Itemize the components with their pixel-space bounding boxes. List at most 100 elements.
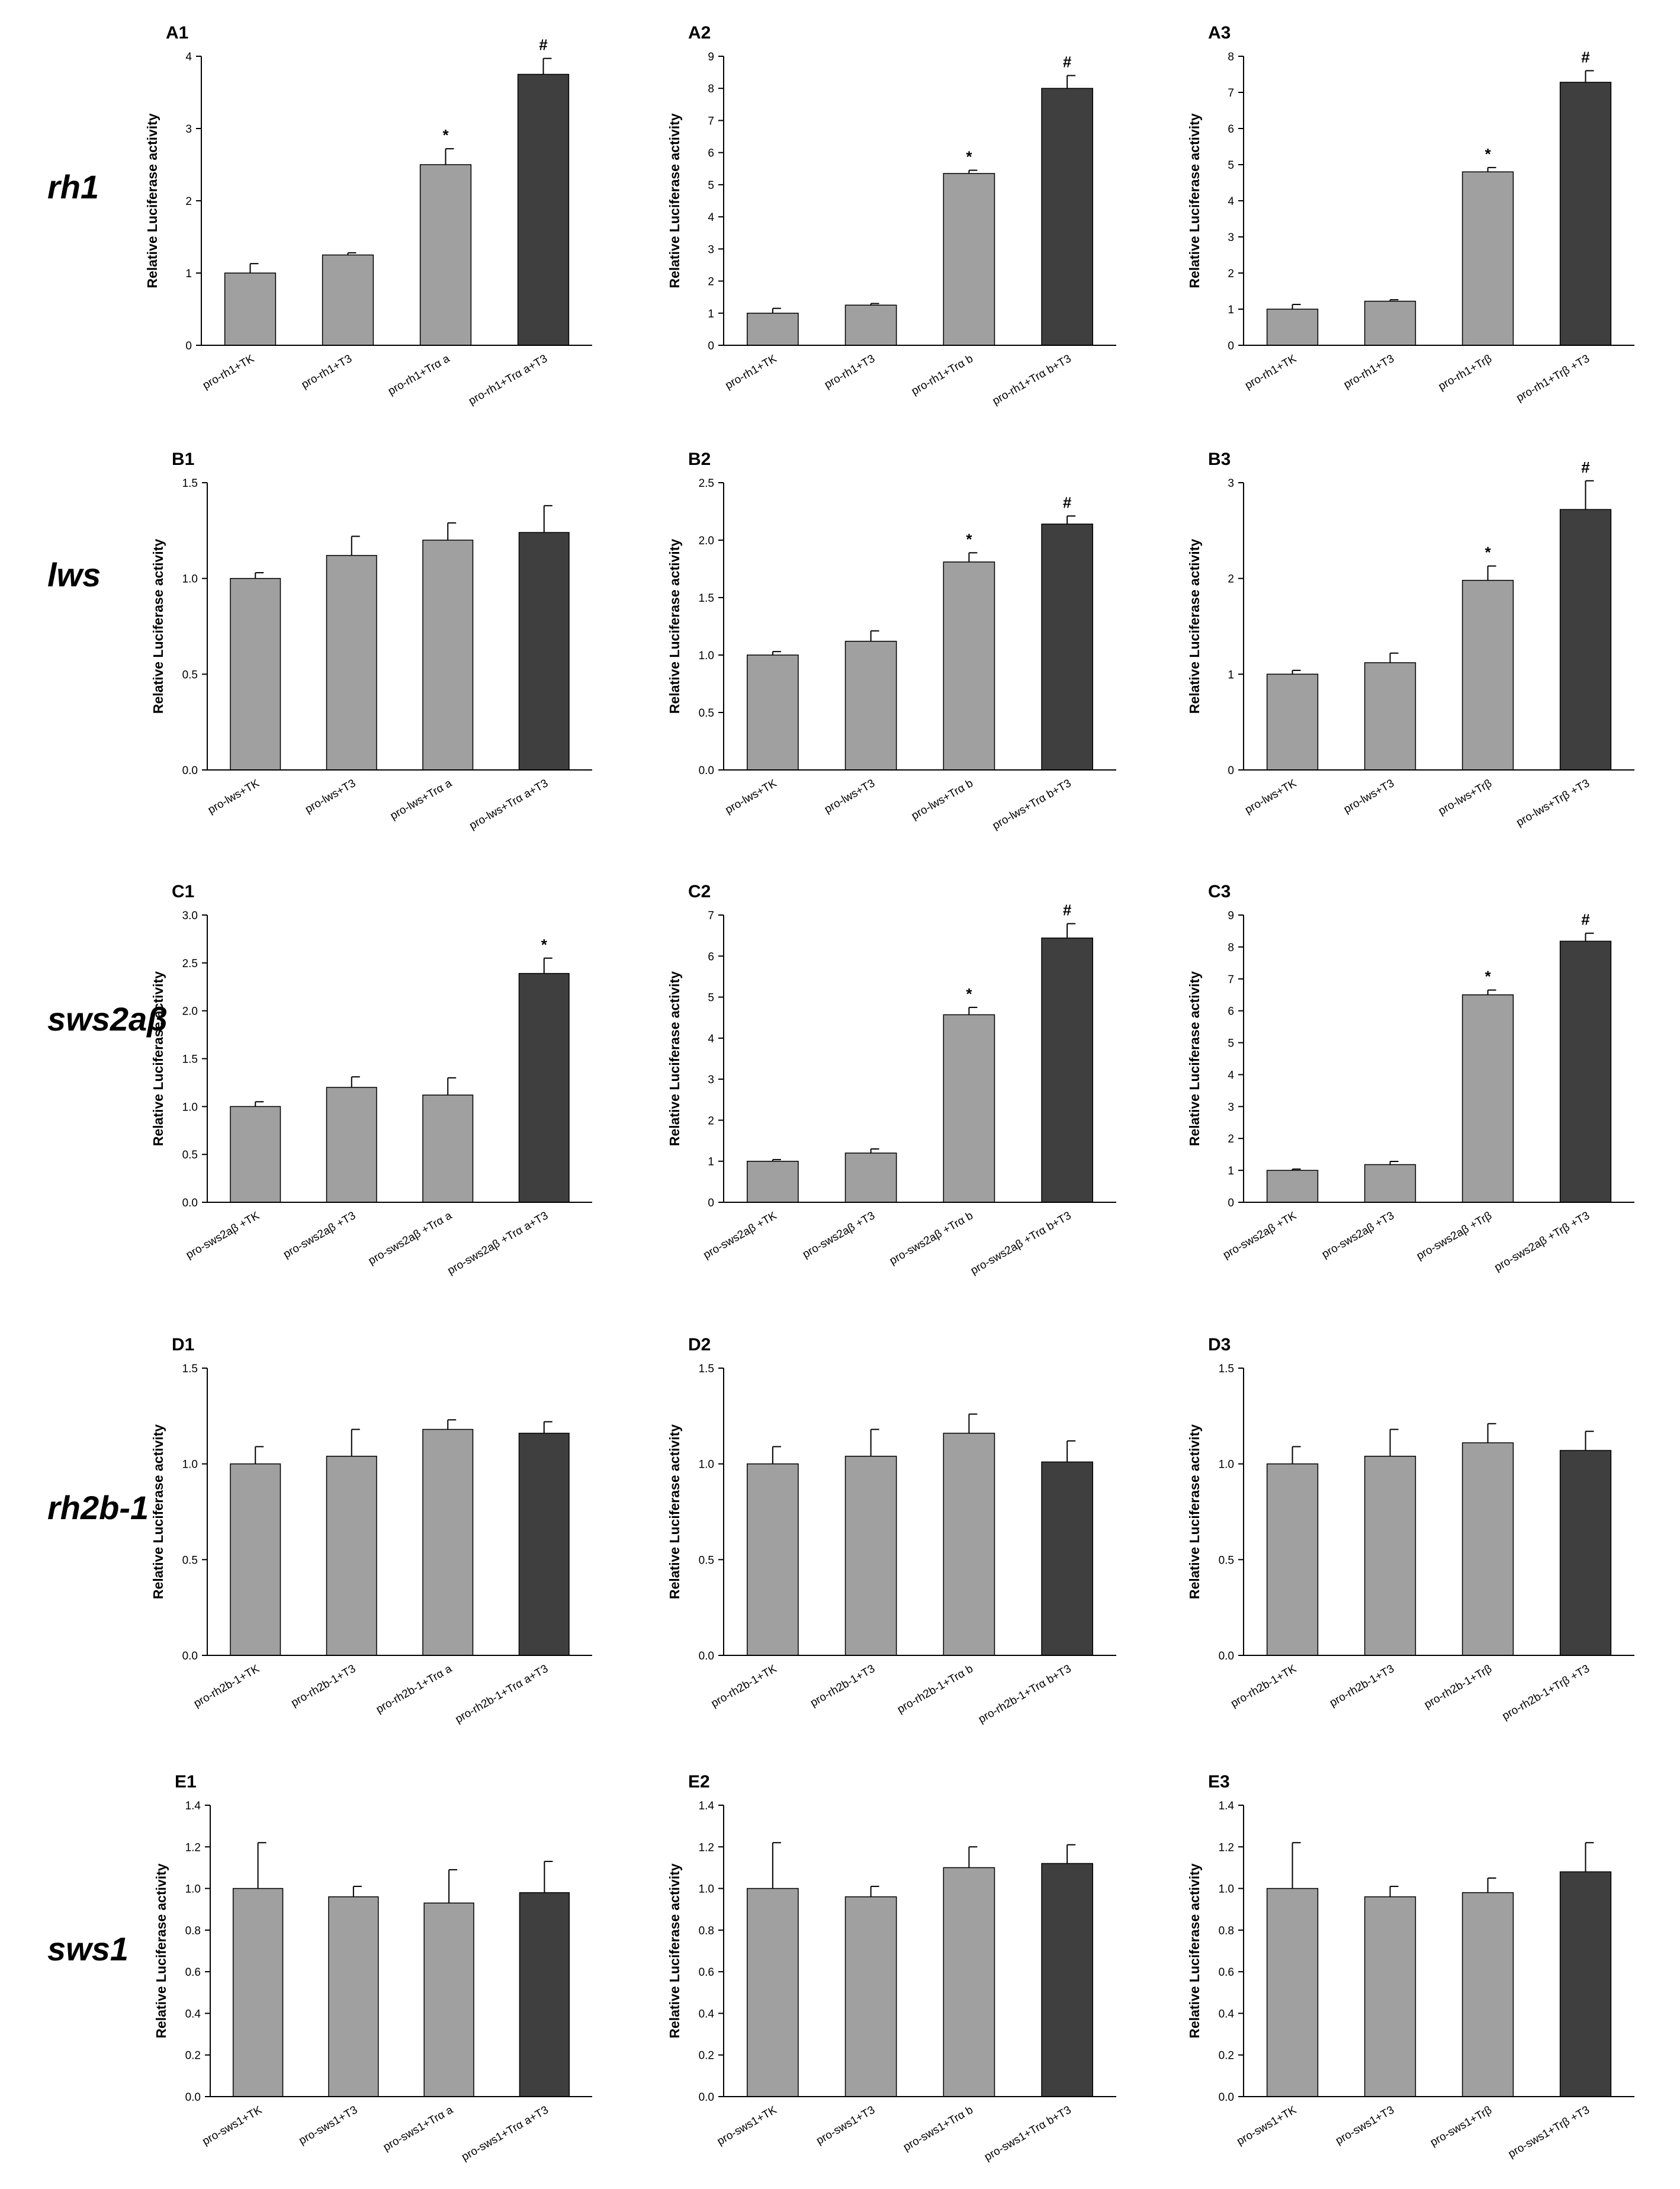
y-tick-label-c2-1: 1 [708,1156,714,1169]
category-label-a2-2: pro-rh1+T3 [823,352,877,391]
category-label-e2-3: pro-sws1+Trα b [901,2104,975,2153]
bar-e2-2 [844,1896,897,2097]
y-tick-label-a3-6: 6 [1228,123,1234,136]
y-tick-label-a2-7: 7 [708,115,714,127]
category-label-a3-3: pro-rh1+Trβ [1436,352,1494,393]
row-label-rh1: rh1 [47,168,99,206]
category-label-c3-1: pro-sws2aβ +TK [1221,1209,1299,1262]
y-tick-label-c2-2: 2 [708,1115,714,1127]
bar-a1-1 [224,272,277,346]
y-axis-label-b2: Relative Luciferase activity [667,539,682,714]
category-label-d2-4: pro-rh2b-1+Trα b+T3 [976,1662,1074,1726]
bar-b2-4 [1041,524,1093,771]
panel-label-a1: A1 [166,23,188,43]
y-tick-label-a3-2: 2 [1228,268,1234,280]
y-tick-label-c2-5: 5 [708,992,714,1004]
y-tick-label-e2-7: 1.4 [699,1800,715,1812]
y-tick-label-c1-4: 2.0 [182,1006,198,1018]
significance-marker-c1-4: * [541,936,548,954]
y-tick-label-c3-1: 1 [1228,1165,1234,1177]
y-tick-label-c3-7: 7 [1228,974,1234,986]
category-label-b1-2: pro-lws+T3 [303,777,358,816]
category-label-e1-2: pro-sws1+T3 [297,2104,359,2147]
category-label-a3-1: pro-rh1+TK [1243,352,1299,392]
y-axis-label-c2: Relative Luciferase activity [667,971,682,1147]
y-axis-label-a1: Relative Luciferase activity [144,113,160,288]
y-tick-label-d2-0: 0.0 [699,1650,714,1662]
y-tick-label-c1-5: 2.5 [182,958,198,970]
y-tick-label-e1-7: 1.4 [185,1800,201,1812]
chart-a3: A3 Relative Luciferase activity pro-rh1+TK… [1187,23,1634,405]
y-tick-label-e3-5: 1.0 [1219,1883,1234,1896]
bar-a3-3 [1461,171,1514,346]
bar-c3-2 [1364,1164,1416,1203]
y-tick-label-c1-0: 0.0 [182,1197,198,1209]
y-tick-label-c2-3: 3 [708,1074,714,1086]
panel-label-e2: E2 [688,1772,710,1792]
y-tick-label-d1-3: 1.5 [182,1363,198,1375]
category-label-b2-3: pro-lws+Trα b [910,777,975,822]
bar-b1-4 [518,532,570,771]
bar-c1-1 [230,1106,281,1203]
category-label-b2-4: pro-lws+Trα b+T3 [991,777,1074,832]
bar-c2-4 [1041,938,1093,1203]
y-tick-label-b3-0: 0 [1228,765,1234,777]
y-axis-label-d3: Relative Luciferase activity [1187,1424,1202,1600]
y-tick-label-a1-0: 0 [185,340,192,352]
y-tick-label-e3-4: 0.8 [1219,1925,1234,1937]
chart-e2: E2 Relative Luciferase activity pro-sws1+T… [667,1772,1116,2164]
bar-b1-2 [326,555,377,771]
y-tick-label-c1-6: 3.0 [182,910,198,922]
category-label-c2-4: pro-sws2aβ +Trα b+T3 [969,1209,1074,1277]
category-label-c1-3: pro-sws2aβ +Trα a [367,1209,455,1267]
bar-e1-4 [519,1892,570,2097]
y-tick-label-d1-1: 0.5 [182,1554,198,1567]
y-tick-label-e1-4: 0.8 [185,1925,201,1937]
bar-b1-3 [422,540,474,771]
y-tick-label-e1-6: 1.2 [185,1841,201,1854]
y-axis-label-b3: Relative Luciferase activity [1187,539,1202,714]
y-tick-label-d2-3: 1.5 [699,1363,714,1375]
bar-a2-4 [1041,88,1093,346]
bar-a1-2 [322,254,374,346]
category-label-a2-4: pro-rh1+Trα b+T3 [991,352,1074,407]
category-label-a3-2: pro-rh1+T3 [1342,352,1396,391]
chart-e3: E3 Relative Luciferase activity pro-sws1+T… [1187,1772,1634,2161]
bar-c1-3 [422,1094,474,1203]
row-label-rh2b-1: rh2b-1 [47,1489,149,1526]
category-label-e3-2: pro-sws1+T3 [1334,2104,1396,2147]
y-tick-label-e3-3: 0.6 [1219,1966,1234,1979]
y-tick-label-e3-2: 0.4 [1219,2008,1235,2020]
bar-d2-4 [1041,1461,1093,1656]
bar-e1-3 [423,1902,474,2097]
y-tick-label-d3-1: 0.5 [1219,1554,1234,1567]
y-axis-label-d1: Relative Luciferase activity [150,1424,166,1600]
chart-d1: D1 Relative Luciferase activity pro-rh2b-1… [150,1335,592,1726]
y-tick-label-e2-1: 0.2 [699,2050,714,2062]
bar-c3-1 [1266,1170,1319,1203]
y-tick-label-b3-3: 3 [1228,477,1234,490]
y-axis-label-a3: Relative Luciferase activity [1187,113,1202,288]
category-label-a3-4: pro-rh1+Trβ +T3 [1514,352,1592,405]
bar-d2-1 [747,1463,799,1656]
significance-marker-a3-4: # [1581,48,1590,66]
y-tick-label-e2-3: 0.6 [699,1966,714,1979]
bar-b2-2 [844,640,897,771]
y-tick-label-e1-3: 0.6 [185,1966,201,1979]
y-tick-label-c3-5: 5 [1228,1038,1234,1050]
y-tick-label-b2-2: 1.0 [699,650,714,662]
y-tick-label-e1-5: 1.0 [185,1883,201,1896]
y-tick-label-d3-3: 1.5 [1219,1363,1234,1375]
bar-e3-3 [1461,1892,1514,2097]
bar-b3-3 [1461,580,1514,771]
category-label-e3-3: pro-sws1+Trβ [1428,2104,1494,2149]
bar-e3-2 [1364,1896,1416,2097]
y-axis-label-b1: Relative Luciferase activity [150,539,166,714]
panel-label-a2: A2 [688,23,711,43]
y-tick-label-a2-9: 9 [708,51,714,63]
y-tick-label-e2-6: 1.2 [699,1841,714,1854]
bar-d3-4 [1559,1450,1612,1656]
row-labels: rh1 lws sws2aβ rh2b-1 sws1 [47,168,168,1967]
category-label-d1-1: pro-rh2b-1+TK [192,1662,262,1710]
